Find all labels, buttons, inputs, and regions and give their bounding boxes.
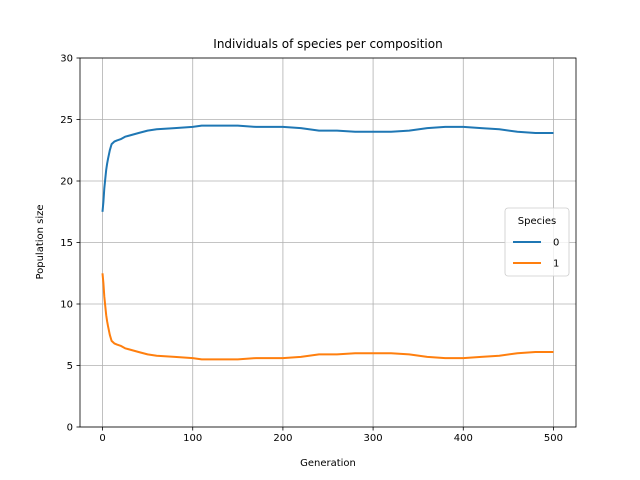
series-layer (101, 124, 554, 361)
series-line-0 (101, 124, 554, 212)
x-tick-label: 400 (454, 433, 473, 444)
y-tick-label: 20 (60, 177, 73, 188)
y-tick-label: 5 (67, 361, 73, 372)
y-axis-label: Population size (35, 204, 46, 279)
grid-lines (80, 57, 576, 428)
chart-title: Individuals of species per composition (213, 37, 442, 51)
legend: Species 0 1 (504, 207, 570, 277)
series-line-1 (101, 273, 554, 361)
y-tick-label: 10 (60, 300, 73, 311)
legend-label-1: 1 (553, 259, 559, 270)
y-tick-label: 15 (60, 238, 73, 249)
x-axis-ticks: 0 100 200 300 400 500 (99, 427, 563, 444)
x-tick-label: 200 (273, 433, 292, 444)
legend-title: Species (518, 216, 557, 227)
y-tick-label: 30 (60, 54, 73, 65)
y-tick-label: 0 (67, 423, 73, 434)
x-tick-label: 0 (99, 433, 105, 444)
x-axis-label: Generation (300, 458, 356, 469)
y-tick-label: 25 (60, 115, 73, 126)
x-tick-label: 100 (183, 433, 202, 444)
y-axis-ticks: 0 5 10 15 20 25 30 (60, 54, 80, 434)
legend-label-0: 0 (553, 238, 559, 249)
x-tick-label: 500 (544, 433, 563, 444)
x-tick-label: 300 (364, 433, 383, 444)
